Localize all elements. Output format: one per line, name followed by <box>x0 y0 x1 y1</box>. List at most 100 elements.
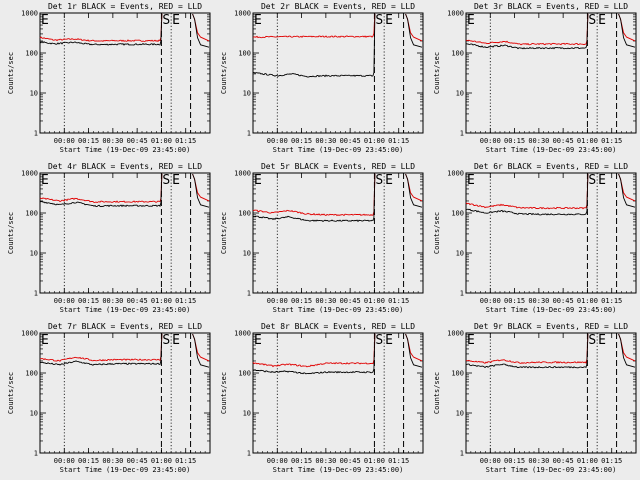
x-tick-label: 00:15 <box>291 457 312 465</box>
y-axis-label: Counts/sec <box>220 52 228 94</box>
x-axis-label: Start Time (19-Dec-09 23:45:00) <box>60 466 191 474</box>
lld-tail-line <box>192 13 210 42</box>
events-series-line <box>39 13 163 46</box>
y-tick-label: 1 <box>460 130 464 138</box>
y-axis-label: Counts/sec <box>433 212 441 254</box>
marker-label: S <box>375 13 383 28</box>
x-tick-label: 01:15 <box>601 457 622 465</box>
x-tick-label: 01:00 <box>364 137 385 145</box>
lld-series-line <box>252 173 376 217</box>
marker-label: E <box>598 333 606 348</box>
x-tick-label: 00:15 <box>291 137 312 145</box>
y-axis-label: Counts/sec <box>220 212 228 254</box>
y-tick-label: 10 <box>243 410 251 418</box>
y-tick-label: 100 <box>451 210 464 218</box>
x-tick-label: 00:30 <box>528 457 549 465</box>
y-tick-label: 10 <box>30 410 38 418</box>
lld-series-line <box>39 173 163 203</box>
plot-frame <box>39 172 211 294</box>
y-tick-label: 1 <box>247 130 251 138</box>
events-series-line <box>465 333 589 369</box>
x-tick-label: 01:00 <box>151 297 172 305</box>
y-axis-label: Counts/sec <box>7 372 15 414</box>
detector-panel: Det 1r BLACK = Events, RED = LLD 1 10 100 10… <box>7 2 211 154</box>
x-tick-label: 00:00 <box>267 297 288 305</box>
y-axis-label: Counts/sec <box>220 372 228 414</box>
x-axis-label: Start Time (19-Dec-09 23:45:00) <box>486 146 617 154</box>
x-tick-label: 01:15 <box>388 457 409 465</box>
y-axis-label: Counts/sec <box>433 52 441 94</box>
x-tick-label: 01:15 <box>388 137 409 145</box>
x-tick-label: 00:30 <box>528 137 549 145</box>
y-tick-label: 100 <box>25 210 38 218</box>
panel-title: Det 1r BLACK = Events, RED = LLD <box>48 2 202 11</box>
lld-tail-line <box>405 13 423 42</box>
plot-frame <box>465 172 637 294</box>
marker-label: E <box>41 173 49 188</box>
events-tail-line <box>192 13 210 48</box>
x-tick-label: 00:30 <box>102 457 123 465</box>
y-tick-label: 1000 <box>234 330 251 338</box>
x-tick-label: 01:00 <box>364 297 385 305</box>
x-tick-label: 01:15 <box>601 297 622 305</box>
lld-tail-line <box>405 173 423 202</box>
x-tick-label: 01:15 <box>175 137 196 145</box>
marker-label: E <box>254 13 262 28</box>
x-tick-label: 00:15 <box>291 297 312 305</box>
x-tick-label: 00:00 <box>54 137 75 145</box>
marker-label: E <box>172 13 180 28</box>
marker-label: S <box>588 13 596 28</box>
y-tick-label: 10 <box>243 90 251 98</box>
y-tick-label: 1000 <box>447 330 464 338</box>
y-axis-label: Counts/sec <box>7 52 15 94</box>
x-tick-label: 00:45 <box>553 137 574 145</box>
x-tick-label: 00:15 <box>78 297 99 305</box>
y-tick-label: 1000 <box>234 170 251 178</box>
lld-series-line <box>252 333 376 368</box>
marker-label: E <box>41 333 49 348</box>
marker-label: E <box>172 333 180 348</box>
plot-frame <box>39 332 211 454</box>
y-tick-label: 1000 <box>21 170 38 178</box>
x-tick-label: 00:30 <box>102 137 123 145</box>
detector-panel: Det 8r BLACK = Events, RED = LLD 1 10 100 10… <box>220 322 424 474</box>
marker-label: S <box>162 13 170 28</box>
x-axis-label: Start Time (19-Dec-09 23:45:00) <box>486 466 617 474</box>
events-tail-line <box>405 13 423 48</box>
y-tick-label: 1000 <box>447 170 464 178</box>
y-tick-label: 1 <box>34 290 38 298</box>
x-tick-label: 00:00 <box>480 137 501 145</box>
x-tick-label: 00:30 <box>315 457 336 465</box>
x-tick-label: 00:15 <box>78 137 99 145</box>
lld-tail-line <box>192 333 210 362</box>
y-tick-label: 10 <box>456 410 464 418</box>
y-tick-label: 10 <box>243 250 251 258</box>
marker-label: E <box>385 173 393 188</box>
x-tick-label: 01:00 <box>151 137 172 145</box>
y-tick-label: 1000 <box>21 330 38 338</box>
lld-series-line <box>252 13 376 39</box>
x-tick-label: 00:45 <box>553 297 574 305</box>
marker-label: E <box>254 333 262 348</box>
x-tick-label: 00:00 <box>267 137 288 145</box>
x-tick-label: 00:15 <box>504 137 525 145</box>
y-tick-label: 1 <box>460 450 464 458</box>
x-tick-label: 01:00 <box>577 297 598 305</box>
x-tick-label: 00:15 <box>78 457 99 465</box>
events-series-line <box>252 333 376 375</box>
plot-frame <box>39 12 211 134</box>
y-tick-label: 1 <box>34 450 38 458</box>
x-axis-label: Start Time (19-Dec-09 23:45:00) <box>273 146 404 154</box>
lld-series-line <box>465 13 589 46</box>
events-tail-line <box>618 333 636 368</box>
x-tick-label: 00:30 <box>528 297 549 305</box>
marker-label: E <box>598 173 606 188</box>
events-tail-line <box>618 173 636 208</box>
detector-panel: Det 2r BLACK = Events, RED = LLD 1 10 100 10… <box>220 2 424 154</box>
marker-label: S <box>375 173 383 188</box>
panel-title: Det 6r BLACK = Events, RED = LLD <box>474 162 628 171</box>
detector-panel: Det 7r BLACK = Events, RED = LLD 1 10 100 10… <box>7 322 211 474</box>
events-series-line <box>39 333 163 366</box>
events-series-line <box>465 13 589 50</box>
